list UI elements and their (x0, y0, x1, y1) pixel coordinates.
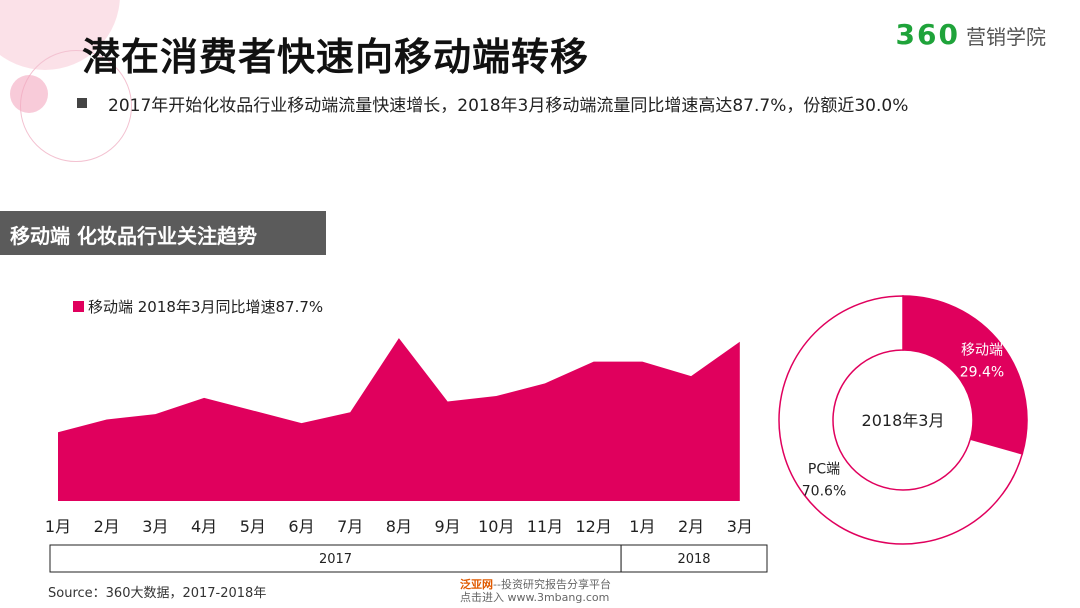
logo: 360 营销学院 (896, 18, 1046, 51)
bullet-text: 2017年开始化妆品行业移动端流量快速增长，2018年3月移动端流量同比增速高达… (108, 96, 909, 116)
logo-number: 360 (895, 18, 960, 51)
x-tick-label: 2月 (678, 517, 704, 536)
year-group-box-2018 (620, 544, 768, 573)
chart-legend: 移动端 2018年3月同比增速87.7% (73, 296, 323, 317)
x-tick-label: 3月 (727, 517, 753, 536)
area-chart: 1月 2月 3月 4月 5月 6月 7月 8月 9月 10月 11月 12月 1月 2月 3月 2017 201… (45, 338, 768, 573)
x-tick-label: 2月 (94, 517, 120, 536)
x-tick-label: 7月 (337, 517, 363, 536)
donut-chart: 移动端 29.4% PC端 70.6% 2018年3月 (778, 295, 1028, 545)
watermark-brand: 泛亚网 (460, 578, 493, 591)
donut-center-label: 2018年3月 (862, 411, 945, 430)
x-tick-label: 5月 (240, 517, 266, 536)
source-note: Source：360大数据，2017-2018年 (48, 586, 267, 601)
donut-slice-label: PC端 (808, 462, 840, 478)
legend-swatch (73, 301, 84, 312)
donut-slice-label: 移动端 (961, 342, 1003, 358)
bullet-square-icon (77, 98, 87, 108)
x-tick-label: 8月 (386, 517, 412, 536)
section-title: 移动端 化妆品行业关注趋势 (10, 224, 257, 248)
x-tick-label: 12月 (576, 517, 612, 536)
x-tick-label: 11月 (527, 517, 563, 536)
area-series-mobile (58, 338, 740, 501)
donut-slice-value: 70.6% (802, 484, 846, 500)
x-tick-label: 1月 (629, 517, 655, 536)
section-header-bar: 移动端 化妆品行业关注趋势 (0, 211, 326, 255)
x-tick-label: 6月 (288, 517, 314, 536)
slide-title: 潜在消费者快速向移动端转移 (82, 35, 590, 79)
x-tick-label: 4月 (191, 517, 217, 536)
year-group-label: 2017 (319, 552, 352, 567)
watermark-url: 点击进入 www.3mbang.com (460, 591, 610, 604)
x-tick-label: 3月 (142, 517, 168, 536)
watermark: 泛亚网--投资研究报告分享平台 点击进入 www.3mbang.com (460, 578, 611, 604)
legend-label: 移动端 2018年3月同比增速87.7% (88, 298, 324, 316)
watermark-tagline: --投资研究报告分享平台 (493, 578, 611, 591)
donut-slice-1 (902, 295, 1028, 455)
logo-text: 营销学院 (966, 25, 1046, 49)
x-tick-label: 9月 (435, 517, 461, 536)
donut-slice-value: 29.4% (960, 364, 1004, 380)
x-tick-label: 10月 (478, 517, 514, 536)
decorative-circle-small (10, 75, 48, 113)
year-group-label: 2018 (677, 552, 710, 567)
donut-slice-2 (778, 295, 1024, 545)
x-tick-label: 1月 (45, 517, 71, 536)
